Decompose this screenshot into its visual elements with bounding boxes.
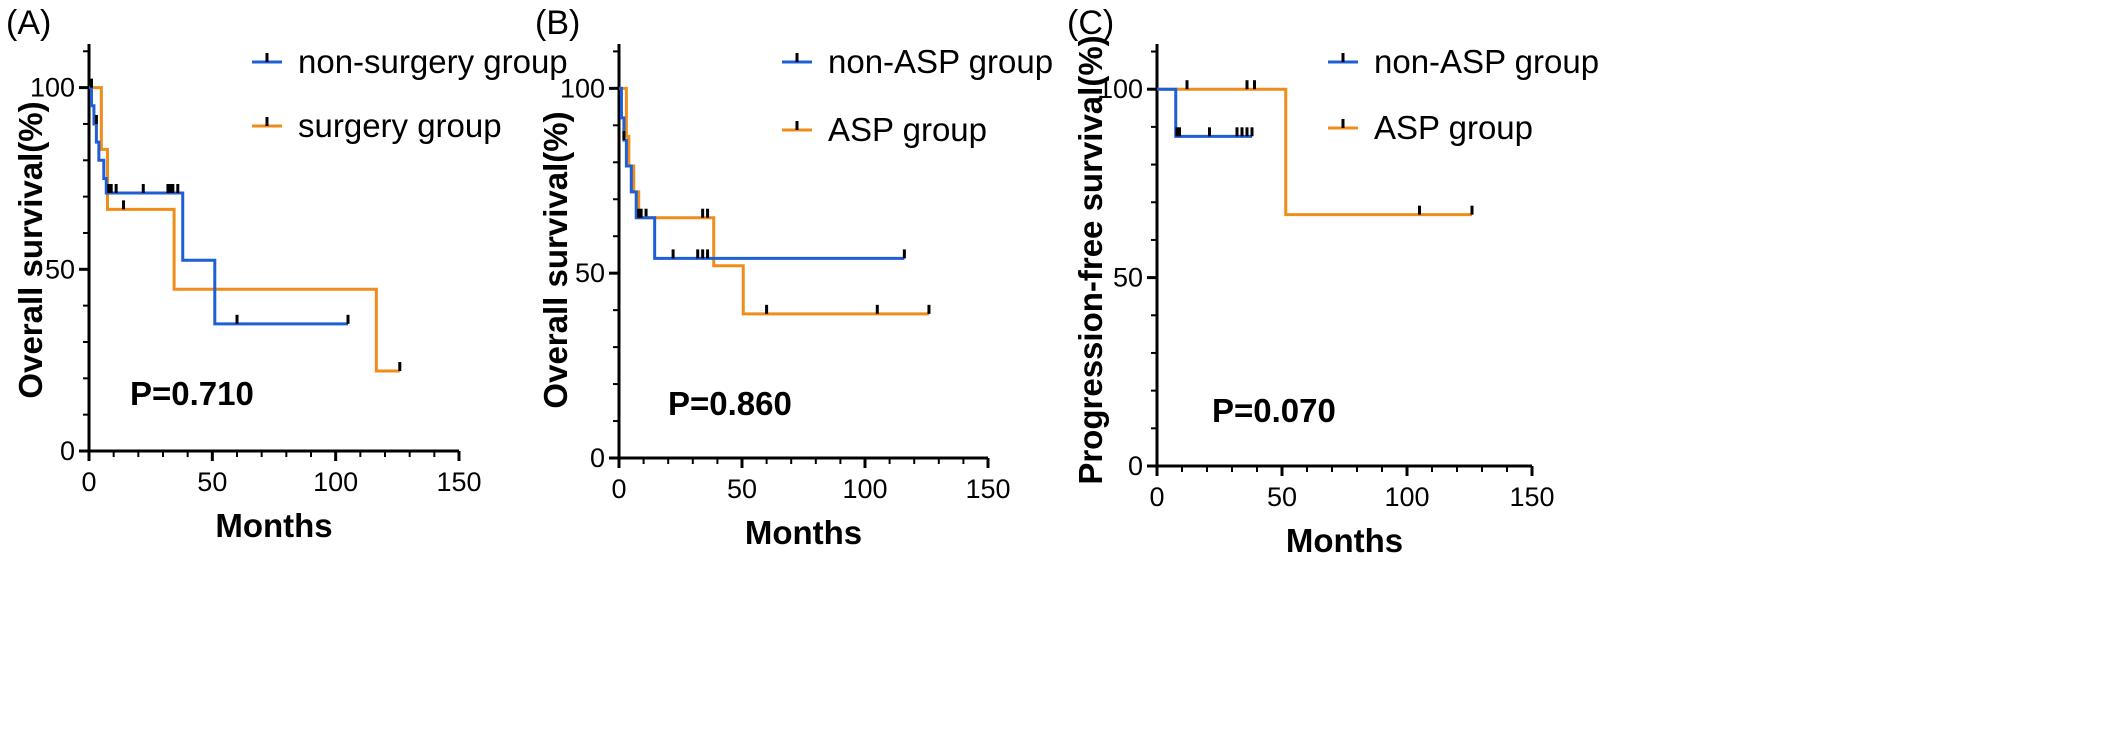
survival-curve: [619, 86, 929, 316]
y-axis-title: Overall survival(%): [12, 101, 49, 398]
x-tick-label: 50: [727, 474, 757, 504]
x-tick-label: 0: [81, 467, 96, 497]
chart-panel-3: (C) 0 50 100 0 50 100 150 Months Progression-free…: [1067, 4, 1599, 559]
y-axis-title: Overall survival(%): [537, 111, 574, 408]
x-axis-title: Months: [215, 507, 332, 544]
y-tick-label: 0: [1128, 451, 1143, 481]
y-axis-title: Progression-free survival(%): [1072, 35, 1109, 484]
y-tick-label: 0: [60, 436, 75, 466]
y-tick-label: 50: [575, 258, 605, 288]
chart-panel-1: (A) 0 50 100 0 50 100 150 Months Overall survival…: [6, 4, 568, 544]
series-non-asp-group: [619, 86, 906, 260]
survival-curve: [619, 86, 905, 260]
y-tick-label: 0: [590, 443, 605, 473]
x-tick-label: 100: [313, 467, 358, 497]
panel-label: (B): [535, 4, 580, 42]
y-tick-label: 50: [1113, 263, 1143, 293]
legend-label: non-ASP group: [828, 43, 1053, 80]
x-tick-label: 100: [842, 474, 887, 504]
y-tick-label: 50: [45, 254, 75, 284]
p-value-annotation: P=0.860: [668, 385, 792, 422]
legend-label: non-surgery group: [298, 43, 568, 80]
x-tick-label: 150: [1509, 482, 1554, 512]
x-tick-label: 50: [1267, 482, 1297, 512]
survival-curve: [89, 86, 400, 373]
x-tick-label: 150: [965, 474, 1010, 504]
x-tick-label: 0: [1149, 482, 1164, 512]
y-tick-label: 100: [560, 73, 605, 103]
panel-label: (A): [6, 4, 51, 42]
y-tick-label: 100: [30, 73, 75, 103]
legend-label: ASP group: [1374, 109, 1533, 146]
legend-label: non-ASP group: [1374, 43, 1599, 80]
x-tick-label: 100: [1384, 482, 1429, 512]
x-tick-label: 50: [197, 467, 227, 497]
survival-curve: [1157, 87, 1472, 217]
x-axis-title: Months: [1286, 522, 1403, 559]
p-value-annotation: P=0.070: [1212, 392, 1336, 429]
x-axis-title: Months: [745, 514, 862, 551]
p-value-annotation: P=0.710: [130, 375, 254, 412]
x-tick-label: 0: [611, 474, 626, 504]
survival-curve: [1157, 87, 1252, 138]
series-asp-group: [1157, 80, 1474, 217]
survival-curve: [89, 86, 348, 326]
chart-panel-2: (B) 0 50 100 0 50 100 150 Months Overall survival…: [535, 4, 1053, 551]
series-non-asp-group: [1157, 87, 1254, 138]
x-tick-label: 150: [436, 467, 481, 497]
series-surgery-group: [89, 86, 402, 373]
panel-label: (C): [1067, 4, 1114, 42]
y-tick-label: 100: [1098, 74, 1143, 104]
series-non-surgery-group: [89, 78, 350, 326]
legend-label: surgery group: [298, 107, 502, 144]
legend-label: ASP group: [828, 111, 987, 148]
